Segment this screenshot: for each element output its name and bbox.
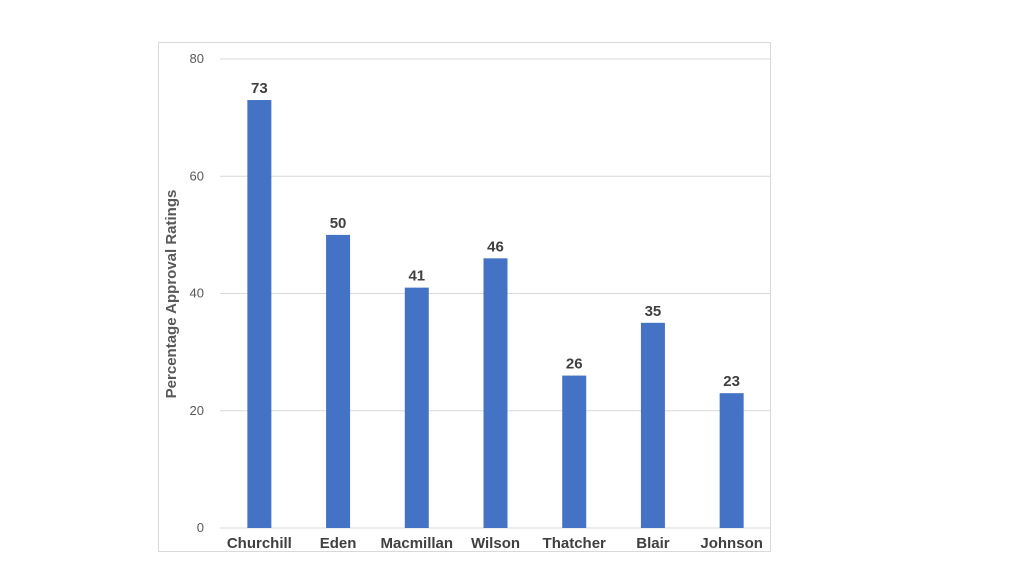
data-label-eden: 50	[330, 215, 347, 232]
x-axis-categories: Churchill Eden Macmillan Wilson Thatcher Blai…	[227, 535, 763, 552]
category-label-eden: Eden	[320, 535, 357, 552]
y-axis-ticks: 0 20 40 60 80	[190, 51, 204, 535]
category-label-johnson: Johnson	[700, 535, 763, 552]
bar-blair	[640, 322, 665, 528]
category-label-churchill: Churchill	[227, 535, 292, 552]
y-tick-label: 80	[190, 51, 204, 66]
bar-macmillan	[404, 287, 429, 528]
y-tick-label: 40	[190, 286, 204, 301]
bar-thatcher	[562, 375, 587, 528]
bar-johnson	[719, 393, 744, 528]
category-label-wilson: Wilson	[471, 535, 520, 552]
bar-eden	[326, 234, 351, 528]
y-axis-title: Percentage Approval Ratings	[163, 190, 180, 399]
y-tick-label: 0	[197, 520, 204, 535]
bar-churchill	[247, 100, 272, 528]
data-label-blair: 35	[645, 303, 662, 320]
bars	[247, 100, 744, 528]
data-label-johnson: 23	[723, 373, 740, 390]
category-label-macmillan: Macmillan	[381, 535, 454, 552]
category-label-blair: Blair	[636, 535, 670, 552]
data-label-macmillan: 41	[408, 268, 425, 285]
data-label-thatcher: 26	[566, 356, 583, 373]
category-label-thatcher: Thatcher	[543, 535, 607, 552]
data-label-wilson: 46	[487, 238, 504, 255]
y-tick-label: 60	[190, 168, 204, 183]
y-tick-label: 20	[190, 403, 204, 418]
bar-wilson	[483, 258, 508, 528]
data-labels: 73 50 41 46 26 35 23	[251, 80, 740, 390]
data-label-churchill: 73	[251, 80, 268, 97]
